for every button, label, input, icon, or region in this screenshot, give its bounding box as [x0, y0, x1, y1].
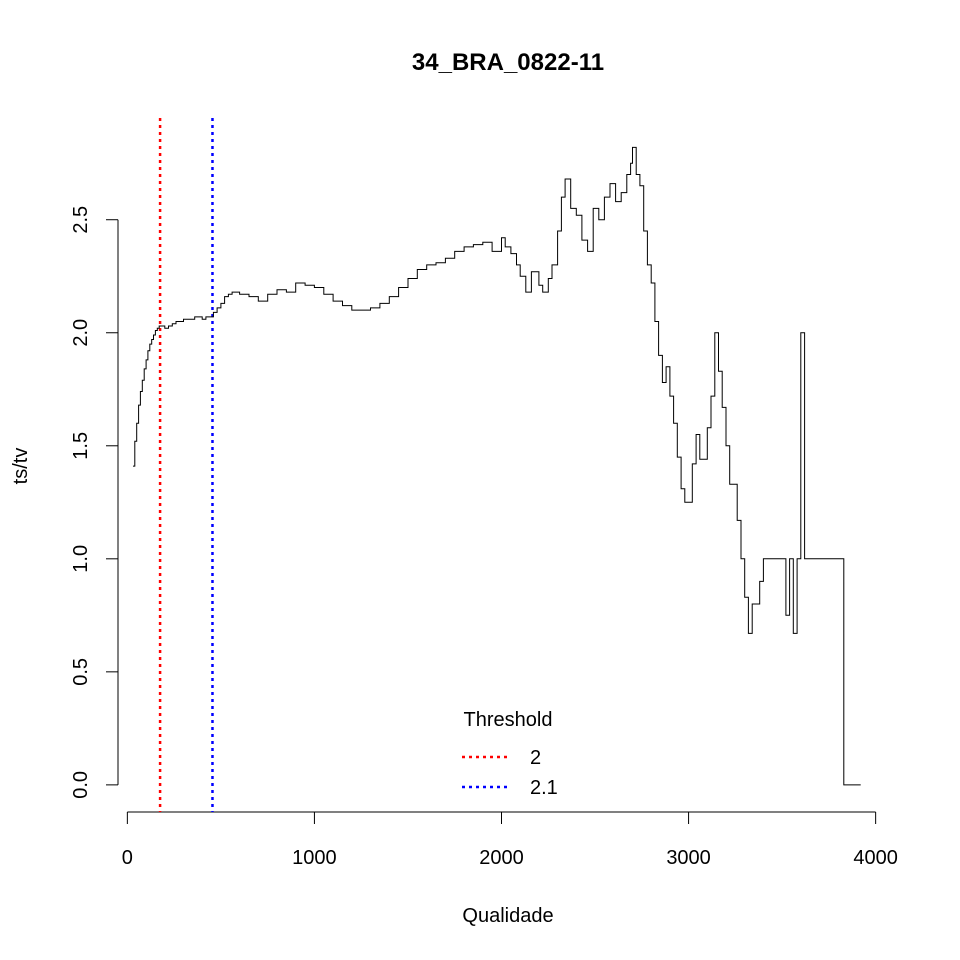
x-tick-label: 1000	[292, 847, 337, 869]
threshold-lines	[158, 118, 214, 812]
x-tick-label: 2000	[479, 847, 524, 869]
y-tick-label: 1.0	[70, 545, 92, 573]
y-axis: 0.0 0.5 1.0 1.5 2.0 2.5	[70, 206, 119, 799]
chart-title: 34_BRA_0822-11	[412, 49, 604, 76]
y-axis-label: ts/tv	[10, 448, 32, 485]
y-tick-label: 1.5	[70, 432, 92, 460]
legend: Threshold 2 2.1	[462, 709, 558, 799]
legend-label-2-1: 2.1	[530, 777, 558, 799]
y-tick-label: 2.5	[70, 206, 92, 234]
y-tick-label: 2.0	[70, 319, 92, 347]
x-axis: 0 1000 2000 3000 4000	[122, 811, 898, 869]
series-line-0	[133, 146, 861, 786]
series-group	[133, 146, 861, 786]
y-tick-label: 0.5	[70, 658, 92, 686]
x-tick-label: 0	[122, 847, 133, 869]
y-tick-label: 0.0	[70, 771, 92, 799]
x-axis-label: Qualidade	[462, 905, 553, 927]
legend-label-2: 2	[530, 747, 541, 769]
legend-title: Threshold	[464, 709, 553, 731]
x-tick-label: 3000	[666, 847, 711, 869]
x-tick-label: 4000	[853, 847, 898, 869]
